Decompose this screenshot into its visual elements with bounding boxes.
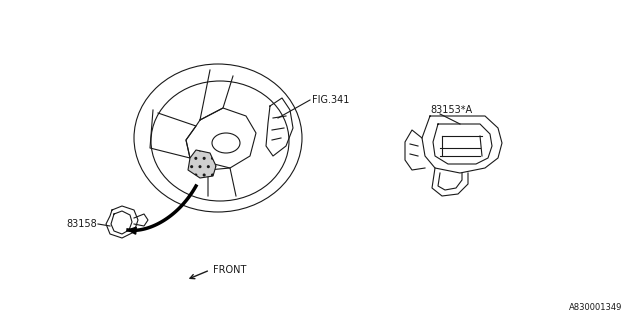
Text: A830001349: A830001349 — [568, 303, 622, 312]
Polygon shape — [128, 227, 136, 234]
Text: FIG.341: FIG.341 — [312, 95, 349, 105]
Text: 83153*A: 83153*A — [430, 105, 472, 115]
Polygon shape — [188, 150, 216, 178]
Text: 83158: 83158 — [66, 219, 97, 229]
Text: FRONT: FRONT — [213, 265, 246, 275]
